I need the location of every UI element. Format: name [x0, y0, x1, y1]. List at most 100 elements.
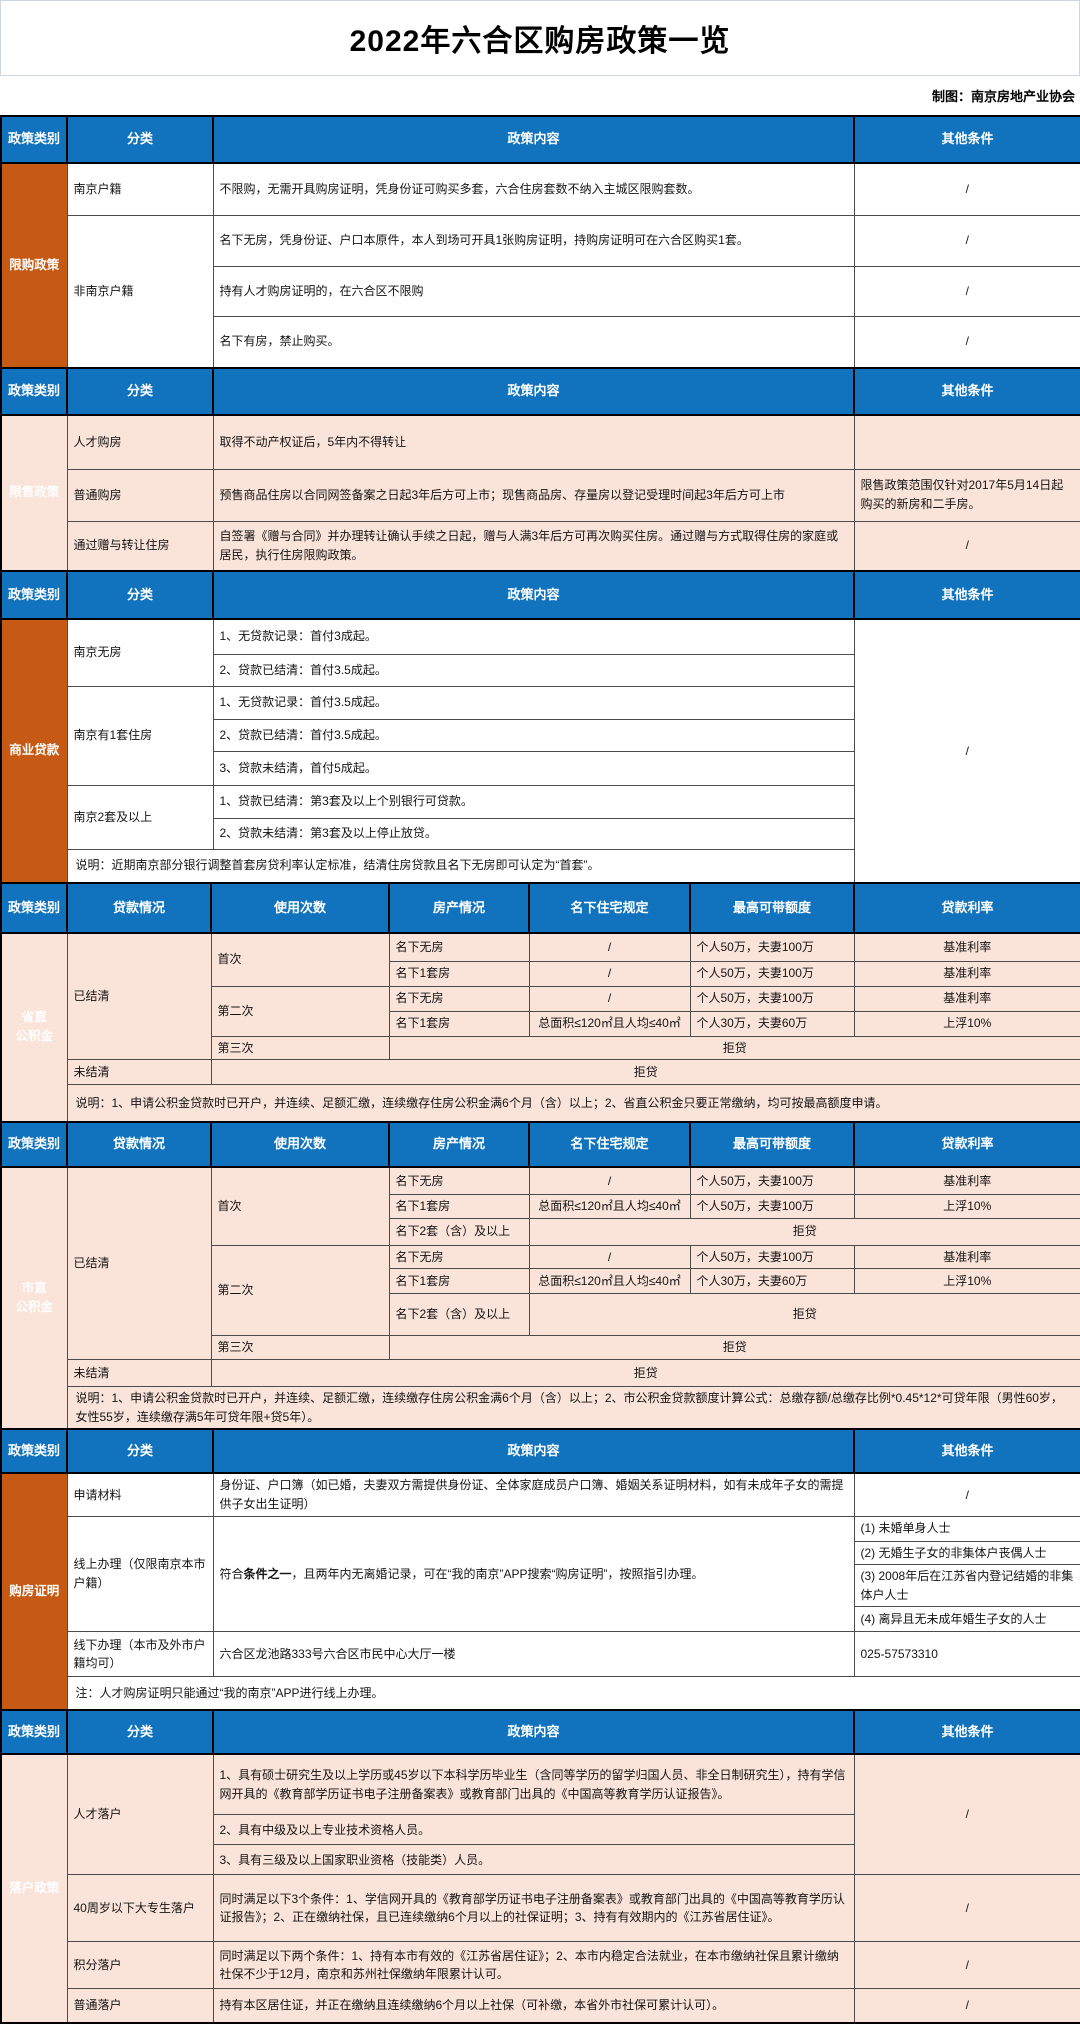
rule-cell: 总面积≤120㎡且人均≤40㎡	[528, 1194, 691, 1219]
rule-cell: /	[528, 1166, 691, 1196]
table-row: 未结清 拒贷	[1, 1358, 1080, 1387]
quota-cell: 个人50万，夫妻100万	[689, 932, 855, 962]
type-cell: 线上办理（仅限南京本市户籍）	[66, 1515, 214, 1633]
house-cell: 名下无房	[388, 985, 530, 1012]
content-cell: 1、无贷款记录：首付3成起。	[212, 618, 855, 655]
category-cell: 限售政策	[0, 414, 68, 572]
other-cell: /	[853, 265, 1080, 317]
rule-cell: /	[528, 960, 691, 987]
quota-cell: 个人50万，夫妻100万	[689, 985, 855, 1012]
use-count-cell: 第二次	[210, 1244, 390, 1337]
content-cell: 同时满足以下两个条件：1、持有本市有效的《江苏省居住证》；2、本市内稳定合法就业…	[212, 1941, 855, 1990]
rate-cell: 上浮10%	[853, 1268, 1080, 1295]
content-cell: 身份证、户口簿（如已婚，夫妻双方需提供身份证、全体家庭成员户口簿、婚姻关系证明材…	[212, 1472, 855, 1517]
col-header-type: 分类	[66, 1708, 214, 1755]
rate-cell: 基准利率	[853, 1244, 1080, 1270]
section-city-fund: 政策类别 贷款情况 使用次数 房产情况 名下住宅规定 最高可带额度 贷款利率 市…	[0, 1120, 1080, 1431]
table-row: 商业贷款 南京无房 1、无贷款记录：首付3成起。 /	[0, 618, 1080, 884]
table-row: 非南京户籍 名下无房，凭身份证、户口本原件，本人到场可开具1张购房证明，持购房证…	[1, 214, 1080, 369]
page-title: 2022年六合区购房政策一览	[349, 25, 731, 58]
house-cell: 名下2套（含）及以上	[388, 1293, 530, 1337]
section-header-row: 政策类别 分类 政策内容 其他条件	[0, 1428, 1080, 1475]
col-header-content: 政策内容	[212, 115, 855, 164]
col-header-category: 政策类别	[0, 367, 68, 416]
category-line: 省直	[21, 1009, 47, 1024]
type-cell: 积分落户	[66, 1941, 214, 1990]
table-row: 2、贷款已结清：首付3.5成起。	[1, 718, 1080, 752]
use-count-cell: 第三次	[210, 1335, 390, 1360]
note-cell: 注：人才购房证明只能通过“我的南京”APP进行线上办理。	[66, 1676, 1080, 1711]
type-cell: 40周岁以下大专生落户	[66, 1874, 214, 1943]
section-header-row: 政策类别 分类 政策内容 其他条件	[0, 115, 1080, 164]
type-cell: 人才购房	[66, 414, 214, 470]
type-cell: 非南京户籍	[66, 214, 214, 369]
col-header-other: 其他条件	[853, 1428, 1080, 1475]
table-row: 2、具有中级及以上专业技术资格人员。	[1, 1814, 1080, 1846]
use-count-cell: 第二次	[210, 985, 390, 1037]
other-cell: /	[853, 1753, 1080, 1876]
reject-cell: 拒贷	[528, 1217, 1080, 1246]
loan-status-cell: 未结清	[66, 1059, 212, 1086]
col-header-rate: 贷款利率	[853, 882, 1080, 934]
type-cell: 南京户籍	[66, 162, 214, 216]
table-row: 名下1套房 总面积≤120㎡且人均≤40㎡ 个人30万，夫妻60万 上浮10%	[1, 1010, 1080, 1037]
col-header-loan-status: 贷款情况	[66, 1120, 212, 1168]
category-line: 公积金	[15, 1299, 53, 1314]
section-limit-purchase: 政策类别 分类 政策内容 其他条件 限购政策 南京户籍 不限购，无需开具购房证明…	[0, 115, 1080, 369]
col-header-content: 政策内容	[212, 1428, 855, 1475]
type-cell: 南京2套及以上	[66, 784, 214, 850]
table-row: (4) 离异且无未成年婚生子女的人士	[1, 1606, 1080, 1633]
content-cell: 符合条件之一，且两年内无离婚记录，可在“我的南京”APP搜索“购房证明”，按照指…	[212, 1515, 855, 1633]
quota-cell: 个人50万，夫妻100万	[689, 1166, 855, 1196]
col-header-category: 政策类别	[0, 570, 68, 620]
col-header-content: 政策内容	[212, 1708, 855, 1755]
table-row: 普通购房 预售商品住房以合同网签备案之日起3年后方可上市；现售商品房、存量房以登…	[1, 468, 1080, 522]
col-header-other: 其他条件	[853, 115, 1080, 164]
content-cell: 六合区龙池路333号六合区市民中心大厅一楼	[212, 1631, 855, 1678]
quota-cell: 个人30万，夫妻60万	[689, 1010, 855, 1037]
table-row: 说明：近期南京部分银行调整首套房贷利率认定标准，结清住房贷款且名下无房即可认定为…	[1, 848, 1080, 884]
col-header-type: 分类	[66, 570, 214, 620]
table-row: 名下1套房 / 个人50万，夫妻100万 基准利率	[1, 960, 1080, 987]
quota-cell: 个人50万，夫妻100万	[689, 960, 855, 987]
col-header-other: 其他条件	[853, 1708, 1080, 1755]
rate-cell: 上浮10%	[853, 1194, 1080, 1219]
content-cell: 2、具有中级及以上专业技术资格人员。	[212, 1814, 855, 1846]
house-cell: 名下1套房	[388, 1194, 530, 1219]
col-header-other: 其他条件	[853, 570, 1080, 620]
content-text: ，且两年内无离婚记录，可在“我的南京”APP搜索“购房证明”，按照指引办理。	[291, 1566, 704, 1581]
loan-status-cell: 未结清	[66, 1358, 212, 1387]
col-header-category: 政策类别	[0, 882, 68, 934]
note-cell: 说明：1、申请公积金贷款时已开户，并连续、足额汇缴，连续缴存住房公积金满6个月（…	[66, 1084, 1080, 1123]
table-row: 南京有1套住房 1、无贷款记录：首付3.5成起。	[1, 685, 1080, 786]
house-cell: 名下2套（含）及以上	[388, 1217, 530, 1246]
reject-cell: 拒贷	[388, 1335, 1080, 1360]
content-cell: 同时满足以下3个条件：1、学信网开具的《教育部学历证书电子注册备案表》或教育部门…	[212, 1874, 855, 1943]
col-header-house-rule: 名下住宅规定	[528, 1120, 691, 1168]
rule-cell: /	[528, 985, 691, 1012]
content-cell: 取得不动产权证后，5年内不得转让	[212, 414, 855, 470]
table-row: 通过赠与转让住房 自签署《赠与合同》并办理转让确认手续之日起，赠与人满3年后方可…	[1, 520, 1080, 572]
table-row: 40周岁以下大专生落户 同时满足以下3个条件：1、学信网开具的《教育部学历证书电…	[1, 1874, 1080, 1943]
type-cell: 南京有1套住房	[66, 685, 214, 786]
col-header-use-count: 使用次数	[210, 882, 390, 934]
content-cell: 不限购，无需开具购房证明，凭身份证可购买多套，六合住房套数不纳入主城区限购套数。	[212, 162, 855, 216]
table-row: 第二次 名下无房 / 个人50万，夫妻100万 基准利率	[1, 1244, 1080, 1337]
use-count-cell: 第三次	[210, 1035, 390, 1061]
table-row: 2、贷款未结清：第3套及以上停止放贷。	[1, 817, 1080, 850]
house-cell: 名下无房	[388, 1244, 530, 1270]
table-row: 南京2套及以上 1、贷款已结清：第3套及以上个别银行可贷款。	[1, 784, 1080, 850]
content-cell: 名下无房，凭身份证、户口本原件，本人到场可开具1张购房证明，持购房证明可在六合区…	[212, 214, 855, 267]
table-row: 市直 公积金 已结清 首次 名下无房 / 个人50万，夫妻100万 基准利率	[0, 1166, 1080, 1430]
rate-cell: 基准利率	[853, 985, 1080, 1012]
col-header-category: 政策类别	[0, 1708, 68, 1755]
content-cell: 名下有房，禁止购买。	[212, 315, 855, 369]
content-cell: 3、贷款未结清，首付5成起。	[212, 750, 855, 786]
table-row: 线下办理（本市及外市户籍均可） 六合区龙池路333号六合区市民中心大厅一楼 02…	[1, 1631, 1080, 1678]
category-cell: 商业贷款	[0, 618, 68, 884]
content-cell: 2、贷款已结清：首付3.5成起。	[212, 718, 855, 752]
section-header-row: 政策类别 贷款情况 使用次数 房产情况 名下住宅规定 最高可带额度 贷款利率	[0, 882, 1080, 934]
rate-cell: 基准利率	[853, 1166, 1080, 1196]
other-cell: /	[853, 162, 1080, 216]
